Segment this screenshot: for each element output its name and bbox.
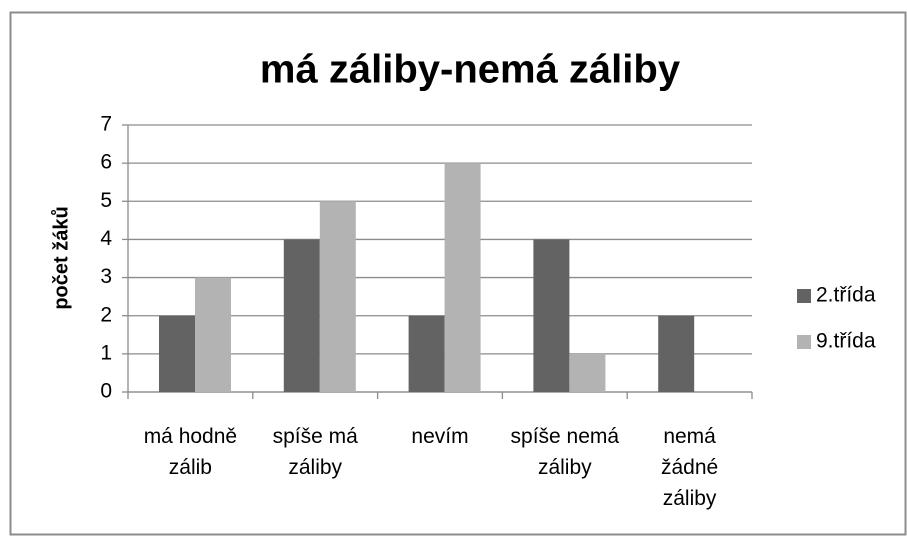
x-tick-label-line: nemá bbox=[663, 425, 716, 448]
y-tick-label: 6 bbox=[100, 151, 112, 174]
y-tick-label: 2 bbox=[100, 303, 112, 326]
legend-swatch bbox=[797, 289, 811, 303]
x-tick-label-line: zálib bbox=[169, 456, 212, 479]
y-tick-label: 0 bbox=[100, 380, 112, 403]
x-tick-label-line: spíše má bbox=[273, 425, 359, 448]
bar bbox=[408, 315, 445, 392]
legend-swatch bbox=[797, 335, 811, 349]
legend-label: 9.třída bbox=[816, 330, 876, 353]
y-tick-label: 1 bbox=[100, 341, 112, 364]
x-tick-label-line: záliby bbox=[288, 456, 342, 479]
x-tick-label: má hodně zálib bbox=[144, 425, 237, 479]
y-axis-label: počet žáků bbox=[50, 206, 72, 309]
bar bbox=[569, 353, 606, 392]
chart-title: má záliby-nemá záliby bbox=[260, 48, 681, 92]
bar bbox=[195, 277, 231, 392]
bar bbox=[159, 315, 195, 392]
x-tick-label-line: má hodně bbox=[144, 425, 237, 448]
x-tick-label-line: nevím bbox=[411, 425, 468, 448]
x-tick-label: nevím bbox=[411, 425, 468, 448]
x-tick-label: nemá žádné záliby bbox=[661, 425, 718, 510]
bar bbox=[319, 201, 356, 392]
bar bbox=[533, 239, 570, 392]
bar bbox=[444, 163, 481, 392]
legend-label: 2.třída bbox=[816, 284, 876, 307]
y-tick-label: 3 bbox=[100, 265, 112, 288]
x-tick-label-line: záliby bbox=[538, 456, 592, 479]
x-tick-label-line: žádné bbox=[661, 456, 718, 479]
y-tick-label: 4 bbox=[100, 227, 112, 250]
y-tick-label: 7 bbox=[100, 113, 112, 136]
x-tick-label-line: spíše nemá bbox=[511, 425, 620, 448]
bar bbox=[283, 239, 320, 392]
x-tick-label: spíše má záliby bbox=[273, 425, 359, 479]
y-tick-label: 5 bbox=[100, 189, 112, 212]
x-tick-label: spíše nemá záliby bbox=[511, 425, 620, 479]
bar bbox=[658, 315, 695, 392]
x-tick-label-line: záliby bbox=[663, 487, 717, 510]
